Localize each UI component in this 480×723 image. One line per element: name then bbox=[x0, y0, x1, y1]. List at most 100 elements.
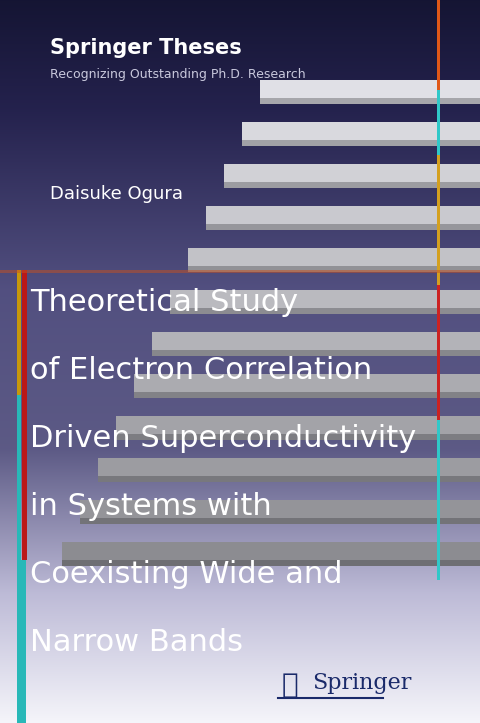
Bar bbox=[0, 199, 480, 200]
Bar bbox=[0, 513, 480, 515]
Bar bbox=[0, 246, 480, 247]
Bar bbox=[0, 419, 480, 420]
Bar bbox=[0, 400, 480, 401]
Bar bbox=[437, 420, 440, 580]
Bar bbox=[0, 189, 480, 191]
Bar bbox=[0, 56, 480, 57]
Bar bbox=[0, 140, 480, 142]
Bar bbox=[0, 148, 480, 150]
Bar bbox=[0, 283, 480, 284]
Bar bbox=[0, 620, 480, 622]
Bar bbox=[0, 108, 480, 110]
Bar bbox=[0, 67, 480, 69]
Bar bbox=[0, 635, 480, 636]
Bar bbox=[0, 375, 480, 376]
Bar bbox=[0, 336, 480, 338]
Bar bbox=[0, 623, 480, 624]
Bar bbox=[0, 267, 480, 268]
Bar bbox=[0, 513, 480, 514]
Bar bbox=[0, 297, 480, 299]
Bar bbox=[0, 518, 480, 520]
Bar bbox=[0, 349, 480, 351]
Bar bbox=[0, 614, 480, 615]
Bar bbox=[0, 458, 480, 460]
Bar bbox=[0, 542, 480, 544]
Bar bbox=[0, 174, 480, 176]
Bar bbox=[0, 597, 480, 599]
Bar bbox=[0, 98, 480, 99]
Bar bbox=[0, 114, 480, 115]
Bar bbox=[0, 152, 480, 153]
Bar bbox=[0, 657, 480, 659]
Bar bbox=[0, 588, 480, 589]
Bar bbox=[0, 315, 480, 316]
Bar bbox=[0, 654, 480, 656]
Bar bbox=[0, 500, 480, 501]
Bar bbox=[0, 576, 480, 578]
Bar bbox=[0, 463, 480, 465]
Bar bbox=[0, 202, 480, 204]
Bar bbox=[0, 239, 480, 240]
Bar bbox=[0, 98, 480, 100]
Bar bbox=[0, 272, 480, 273]
Bar bbox=[0, 709, 480, 711]
Bar bbox=[0, 609, 480, 611]
Bar bbox=[0, 203, 480, 205]
Bar bbox=[170, 308, 480, 314]
Bar bbox=[0, 186, 480, 187]
Bar bbox=[0, 648, 480, 649]
Bar bbox=[0, 593, 480, 594]
Bar bbox=[0, 627, 480, 628]
Bar bbox=[0, 591, 480, 592]
Bar bbox=[0, 434, 480, 435]
Bar bbox=[0, 241, 480, 243]
Bar bbox=[0, 346, 480, 347]
Bar bbox=[0, 696, 480, 697]
Bar bbox=[0, 314, 480, 315]
Bar bbox=[0, 476, 480, 477]
Bar bbox=[0, 121, 480, 123]
Bar bbox=[0, 93, 480, 95]
Bar bbox=[0, 20, 480, 21]
Bar bbox=[0, 453, 480, 455]
Bar bbox=[0, 641, 480, 642]
Bar bbox=[0, 353, 480, 354]
Bar bbox=[0, 354, 480, 356]
Bar bbox=[0, 254, 480, 256]
Bar bbox=[0, 714, 480, 716]
Bar bbox=[0, 38, 480, 39]
Bar bbox=[0, 366, 480, 367]
Bar bbox=[0, 607, 480, 608]
Bar bbox=[0, 320, 480, 321]
Bar bbox=[0, 406, 480, 407]
Bar bbox=[0, 688, 480, 690]
Bar bbox=[0, 348, 480, 349]
Bar bbox=[0, 398, 480, 400]
Bar bbox=[0, 145, 480, 146]
Bar bbox=[0, 536, 480, 538]
Bar bbox=[17, 560, 26, 723]
Bar bbox=[0, 20, 480, 22]
Bar bbox=[0, 630, 480, 631]
Bar bbox=[0, 683, 480, 684]
Bar bbox=[116, 416, 480, 434]
Bar bbox=[0, 563, 480, 565]
Bar bbox=[0, 580, 480, 581]
Bar bbox=[0, 643, 480, 645]
Bar bbox=[0, 393, 480, 394]
Bar bbox=[0, 236, 480, 238]
Bar bbox=[0, 32, 480, 33]
Bar bbox=[0, 583, 480, 585]
Bar bbox=[0, 45, 480, 46]
Bar bbox=[0, 618, 480, 620]
Bar bbox=[0, 426, 480, 427]
Bar bbox=[0, 30, 480, 31]
Bar bbox=[0, 40, 480, 42]
Bar bbox=[0, 369, 480, 371]
Bar bbox=[0, 612, 480, 614]
Bar bbox=[0, 364, 480, 365]
Bar bbox=[0, 67, 480, 68]
Text: Daisuke Ogura: Daisuke Ogura bbox=[50, 185, 183, 203]
Bar bbox=[0, 382, 480, 383]
Bar bbox=[0, 544, 480, 546]
